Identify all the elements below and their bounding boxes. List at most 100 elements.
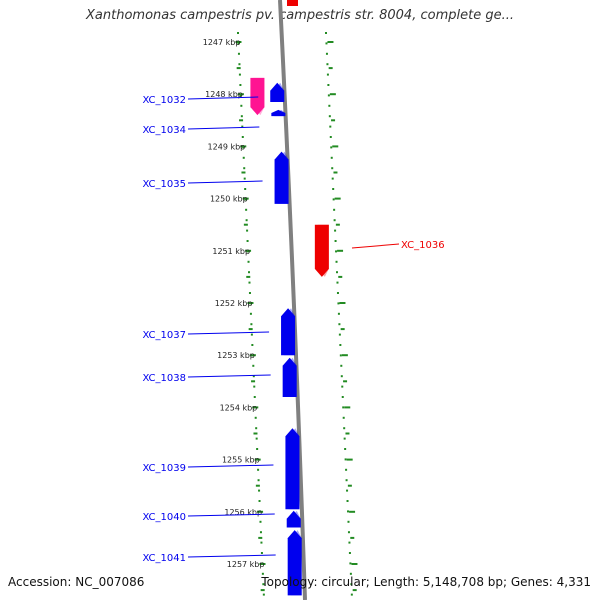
gene-xc_1040[interactable]	[286, 510, 301, 528]
accession-text: Accession: NC_007086	[8, 575, 145, 589]
gene-xc_1041-shade	[290, 530, 302, 596]
ring-dash-right	[346, 458, 353, 461]
ring-dash-left	[252, 406, 259, 409]
right-tick-ring	[325, 32, 353, 596]
label-xc_1040[interactable]: XC_1040	[142, 512, 186, 523]
ring-dot	[344, 458, 347, 461]
ring-dash-left	[246, 275, 251, 278]
ring-dot	[240, 104, 243, 107]
ring-dot	[339, 354, 342, 357]
label-xc_1032[interactable]: XC_1032	[142, 95, 186, 106]
leader-xc_1036	[351, 243, 400, 249]
ring-dot	[350, 583, 353, 586]
gene-xc_1039-shade	[288, 428, 300, 510]
gene-xc_1036[interactable]	[314, 224, 329, 277]
gene-xc_1034[interactable]	[271, 109, 286, 117]
ring-dash-left	[236, 67, 241, 70]
highlighted-gene-shade	[253, 77, 265, 116]
gene-xc_1037[interactable]	[281, 308, 296, 356]
ring-dot	[262, 593, 265, 596]
ring-dash-right	[343, 380, 348, 383]
ring-dot	[257, 479, 260, 482]
label-xc_1041[interactable]: XC_1041	[142, 553, 186, 564]
ring-dot	[328, 115, 331, 118]
ring-dot	[336, 271, 339, 274]
ring-dot	[347, 520, 350, 523]
ring-dot	[251, 344, 254, 346]
ring-dot	[344, 448, 347, 450]
leader-xc_1040	[187, 513, 275, 517]
ring-dot	[237, 52, 240, 55]
ring-dot	[329, 136, 332, 138]
leader-xc_1038	[187, 374, 271, 378]
ring-dot	[336, 292, 339, 294]
ring-dash-right	[350, 536, 355, 539]
ring-dot	[345, 468, 348, 471]
ring-dot	[244, 188, 247, 190]
ring-dot	[243, 177, 246, 180]
ring-dot	[338, 323, 341, 326]
ring-dash-left	[259, 563, 266, 565]
ring-dot	[325, 32, 327, 34]
ring-dot	[327, 84, 330, 86]
scale-tick-label: 1256 kbp	[224, 508, 262, 517]
ring-dash-right	[334, 197, 341, 200]
label-xc_1035[interactable]: XC_1035	[142, 179, 186, 190]
ring-dash-right	[337, 249, 344, 252]
ring-dot	[337, 302, 340, 305]
ring-dash-left	[251, 380, 256, 383]
ring-dot	[260, 541, 263, 544]
label-xc_1036[interactable]: XC_1036	[401, 240, 445, 251]
leader-xc_1037	[187, 331, 270, 335]
ring-dash-left	[245, 249, 252, 252]
gene-xc_1035[interactable]	[274, 151, 289, 204]
gene-xc_1041[interactable]	[287, 530, 302, 596]
label-xc_1038[interactable]: XC_1038	[142, 373, 186, 384]
ring-dot	[259, 531, 262, 534]
ring-dot	[257, 468, 260, 471]
ring-dot	[332, 188, 335, 190]
ring-dot	[325, 42, 328, 45]
label-xc_1037[interactable]: XC_1037	[142, 330, 186, 341]
ring-dash-right	[328, 67, 333, 70]
ring-dot	[330, 146, 333, 149]
label-xc_1034[interactable]: XC_1034	[142, 125, 186, 136]
ring-dot	[261, 572, 264, 575]
gene-xc_1040-shade	[289, 510, 301, 528]
ring-dash-right	[327, 41, 334, 43]
ring-dot	[328, 104, 331, 107]
ring-dash-right	[332, 145, 339, 148]
gene-features	[250, 77, 329, 596]
ring-dash-left	[255, 484, 260, 487]
ring-dot	[243, 167, 246, 170]
ring-dot	[252, 375, 255, 378]
gene-xc_1039[interactable]	[285, 428, 300, 510]
ring-dash-left	[247, 302, 254, 304]
ring-dot	[255, 427, 258, 430]
ring-dot	[246, 240, 249, 242]
label-xc_1039[interactable]: XC_1039	[142, 463, 186, 474]
ring-dash-right	[349, 510, 356, 513]
partial-reverse-gene[interactable]	[287, 0, 298, 6]
ring-dash-right	[344, 406, 351, 409]
gene-xc_1032[interactable]	[270, 82, 285, 103]
ring-dot	[345, 479, 348, 482]
ring-dot	[343, 437, 346, 440]
ring-dot	[260, 552, 263, 554]
ring-dot	[331, 177, 334, 180]
ring-dot	[332, 198, 335, 201]
ring-dash-left	[258, 536, 263, 539]
ring-dash-right	[338, 275, 343, 278]
ring-dot	[246, 229, 249, 232]
ring-dash-left	[254, 458, 261, 461]
ring-dot	[347, 510, 350, 513]
ring-dot	[248, 281, 251, 284]
highlighted-gene[interactable]	[250, 77, 265, 116]
gene-labels: XC_1032 XC_1034 XC_1035 XC_1036 XC_1037 XC_10…	[142, 95, 444, 564]
leader-xc_1032	[187, 96, 259, 100]
gene-xc_1038[interactable]	[282, 357, 297, 397]
ring-dot	[237, 32, 239, 34]
ring-dot	[252, 364, 255, 367]
ring-dash-left	[242, 197, 249, 200]
